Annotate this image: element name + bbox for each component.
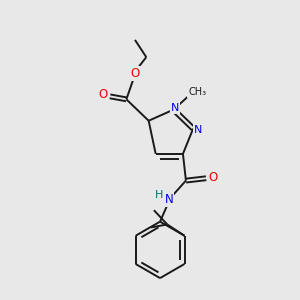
Text: CH₃: CH₃ — [188, 87, 206, 97]
Text: N: N — [171, 103, 179, 113]
Text: O: O — [131, 67, 140, 80]
Text: N: N — [194, 125, 203, 135]
Text: O: O — [99, 88, 108, 101]
Text: O: O — [208, 171, 217, 184]
Text: N: N — [165, 193, 173, 206]
Text: H: H — [154, 190, 163, 200]
